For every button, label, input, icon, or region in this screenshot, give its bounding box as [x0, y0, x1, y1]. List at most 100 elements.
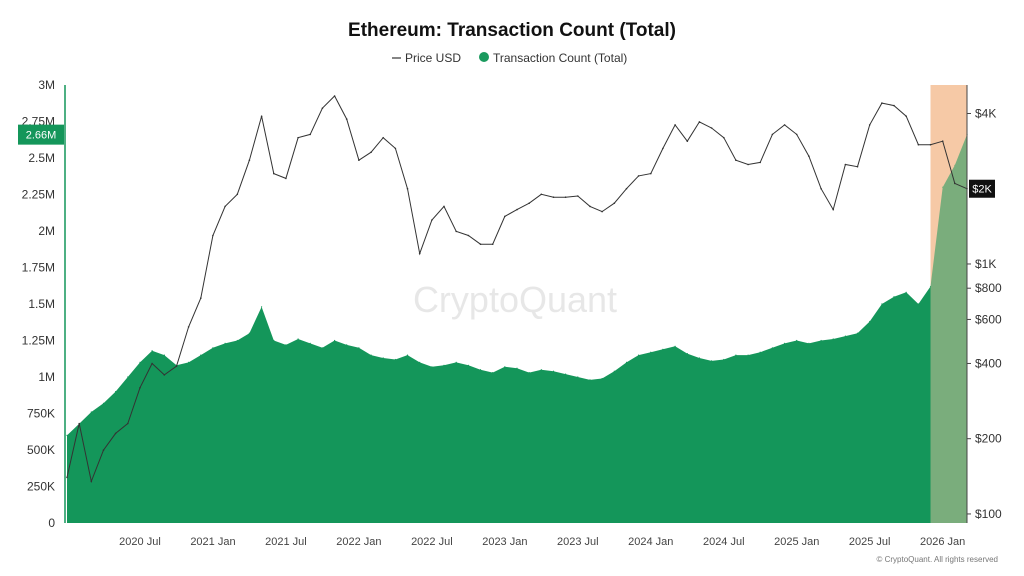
transaction-count-point [552, 370, 555, 372]
left-current-badge-label: 2.66M [26, 130, 57, 142]
transaction-count-point [613, 370, 615, 372]
transaction-count-point [139, 361, 141, 363]
transaction-count-point [735, 354, 737, 356]
transaction-count-point [236, 339, 238, 342]
transaction-count-point [66, 434, 68, 436]
price-usd-point [90, 480, 93, 483]
transaction-count-point [844, 335, 847, 337]
transaction-count-point [893, 296, 895, 298]
transaction-count-point [942, 186, 944, 188]
right-tick-label: $100 [975, 507, 1002, 521]
transaction-count-point [625, 361, 628, 363]
x-tick-label: 2025 Jan [774, 536, 819, 548]
axes: 0 250K 500K 750K 1M 1.25M 1.5M 1.75M 2M 2.25M 2.5M… [18, 78, 1002, 548]
left-tick-label: 1.5M [28, 297, 55, 311]
transaction-count-point [455, 361, 457, 363]
transaction-count-point [601, 377, 603, 380]
x-tick-label: 2022 Jul [411, 536, 453, 548]
left-tick-label: 1.25M [22, 334, 55, 348]
price-usd-point [686, 140, 689, 142]
price-usd-point [552, 196, 555, 198]
price-usd-point [163, 374, 166, 376]
price-usd-point [175, 365, 178, 368]
transaction-count-point [261, 306, 263, 308]
left-tick-label: 750K [27, 407, 55, 421]
price-usd-point [710, 127, 713, 129]
legend: Price USD Transaction Count (Total) [392, 51, 627, 65]
x-tick-label: 2024 Jul [703, 536, 745, 548]
price-usd-point [832, 208, 834, 211]
transaction-count-point [115, 391, 117, 393]
transaction-count-point [273, 339, 275, 342]
transaction-count-point [504, 366, 506, 368]
transaction-count-point [662, 348, 664, 350]
transaction-count-point [917, 303, 920, 305]
right-tick-label: $1K [975, 257, 996, 271]
transaction-count-point [516, 367, 518, 369]
left-tick-label: 2.25M [22, 188, 55, 202]
price-usd-point [200, 297, 202, 299]
price-usd-point [577, 195, 579, 197]
transaction-count-point [686, 353, 688, 355]
transaction-count-point [723, 358, 725, 361]
price-usd-point [589, 205, 591, 208]
price-usd-point [431, 219, 433, 221]
transaction-count-point [638, 354, 640, 356]
price-usd-point [662, 147, 664, 150]
left-tick-label: 2M [38, 224, 55, 238]
price-usd-point [66, 476, 68, 479]
price-usd-point [479, 243, 482, 245]
price-usd-point [260, 115, 263, 117]
price-usd-point [735, 159, 737, 161]
transaction-count-point [406, 354, 409, 356]
transaction-count-point [419, 361, 421, 363]
transaction-count-point [747, 354, 749, 356]
price-usd-point [321, 107, 324, 109]
left-tick-label: 500K [27, 443, 55, 457]
transaction-count-point [285, 344, 287, 346]
transaction-count-point [771, 347, 774, 349]
transaction-count-point [321, 347, 323, 349]
price-usd-point [236, 193, 239, 196]
price-usd-point [881, 102, 883, 104]
copyright-text: © CryptoQuant. All rights reserved [877, 555, 999, 564]
transaction-count-point [334, 339, 336, 342]
price-usd-point [333, 95, 336, 97]
price-usd-point [127, 422, 129, 425]
price-usd-point [759, 161, 761, 164]
transaction-count-point [443, 364, 445, 366]
transaction-count-point [759, 351, 761, 353]
transaction-count-point [382, 357, 384, 359]
price-usd-point [625, 187, 628, 190]
transaction-count-point [528, 372, 530, 374]
transaction-count-point [224, 342, 226, 344]
price-usd-point [443, 205, 445, 208]
transaction-count-point [820, 339, 822, 342]
transaction-count-area [67, 134, 967, 523]
x-tick-label: 2021 Jan [190, 536, 235, 548]
price-usd-point [273, 172, 275, 175]
price-usd-point [601, 210, 603, 213]
price-usd-point [905, 115, 907, 117]
transaction-count-point [346, 344, 348, 346]
price-usd-point [370, 151, 372, 153]
transaction-count-point [151, 350, 153, 352]
x-tick-label: 2023 Jan [482, 536, 527, 548]
price-usd-point [467, 234, 470, 237]
price-usd-point [516, 208, 518, 211]
price-usd-point [151, 362, 153, 365]
highlight-overlay [930, 85, 967, 523]
price-usd-point [78, 422, 80, 425]
transaction-count-point [188, 361, 190, 363]
right-current-badge [969, 179, 995, 198]
price-usd-point [285, 177, 287, 180]
left-tick-label: 3M [38, 78, 55, 92]
left-tick-label: 250K [27, 480, 55, 494]
right-tick-label: $400 [975, 356, 1002, 370]
transaction-count-point [540, 369, 542, 371]
transaction-count-point [309, 342, 311, 344]
right-tick-label: $600 [975, 312, 1002, 326]
transaction-count-point [674, 345, 676, 347]
right-tick-label: $800 [975, 281, 1002, 295]
